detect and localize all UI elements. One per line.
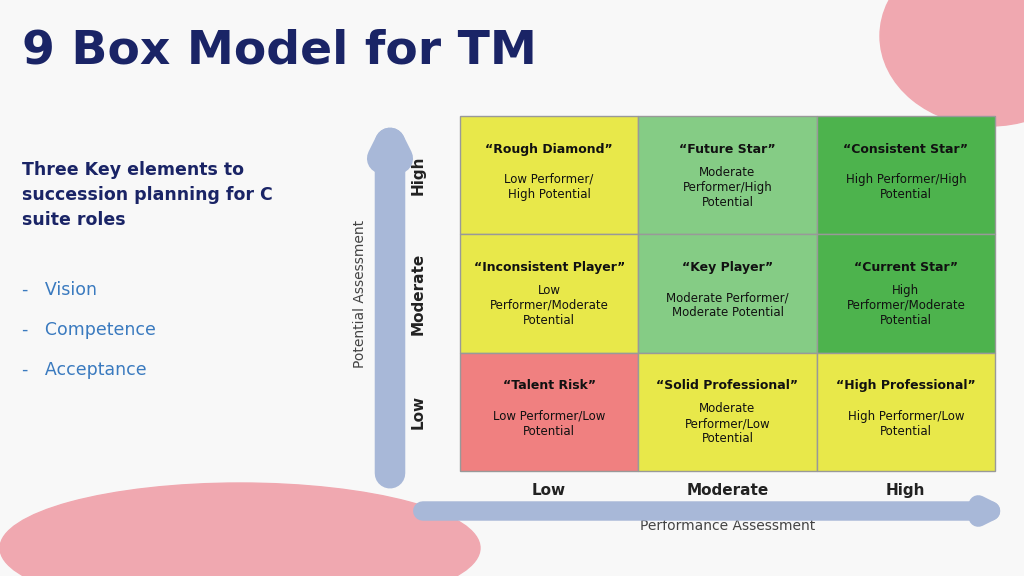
Text: Low Performer/Low
Potential: Low Performer/Low Potential	[493, 410, 605, 438]
Bar	[817, 116, 995, 234]
Text: “High Professional”: “High Professional”	[836, 380, 976, 392]
Text: “Future Star”: “Future Star”	[679, 143, 776, 156]
Bar	[638, 116, 817, 234]
Bar	[460, 234, 638, 353]
Text: “Solid Professional”: “Solid Professional”	[656, 380, 799, 392]
Text: -   Acceptance: - Acceptance	[22, 361, 146, 379]
Text: Three Key elements to
succession planning for C
suite roles: Three Key elements to succession plannin…	[22, 161, 272, 229]
Text: “Key Player”: “Key Player”	[682, 261, 773, 274]
Text: Low Performer/
High Potential: Low Performer/ High Potential	[505, 173, 594, 201]
Text: “Talent Risk”: “Talent Risk”	[503, 380, 596, 392]
Text: High: High	[411, 156, 426, 195]
Text: Moderate: Moderate	[686, 483, 769, 498]
Text: Moderate
Performer/Low
Potential: Moderate Performer/Low Potential	[685, 402, 770, 445]
Bar	[460, 116, 638, 234]
Text: Moderate: Moderate	[411, 252, 426, 335]
Text: Low
Performer/Moderate
Potential: Low Performer/Moderate Potential	[489, 284, 608, 327]
Text: -   Vision: - Vision	[22, 281, 97, 299]
Text: High
Performer/Moderate
Potential: High Performer/Moderate Potential	[847, 284, 966, 327]
Bar	[638, 234, 817, 353]
Text: “Consistent Star”: “Consistent Star”	[844, 143, 969, 156]
Bar	[817, 234, 995, 353]
Text: “Current Star”: “Current Star”	[854, 261, 957, 274]
Text: -   Competence: - Competence	[22, 321, 156, 339]
Text: 9 Box Model for TM: 9 Box Model for TM	[22, 28, 537, 73]
Text: Performance Assessment: Performance Assessment	[640, 519, 815, 533]
Bar	[817, 353, 995, 471]
Text: “Rough Diamond”: “Rough Diamond”	[485, 143, 613, 156]
Text: Moderate Performer/
Moderate Potential: Moderate Performer/ Moderate Potential	[667, 291, 788, 319]
Text: High Performer/High
Potential: High Performer/High Potential	[846, 173, 967, 201]
Ellipse shape	[880, 0, 1024, 126]
Text: Low: Low	[411, 395, 426, 429]
Ellipse shape	[0, 483, 480, 576]
Text: “Inconsistent Player”: “Inconsistent Player”	[473, 261, 625, 274]
Text: High: High	[886, 483, 926, 498]
Text: Potential Assessment: Potential Assessment	[353, 219, 367, 367]
Text: High Performer/Low
Potential: High Performer/Low Potential	[848, 410, 964, 438]
Text: Low: Low	[532, 483, 566, 498]
Bar	[460, 353, 638, 471]
Bar	[638, 353, 817, 471]
Text: Moderate
Performer/High
Potential: Moderate Performer/High Potential	[683, 165, 772, 209]
